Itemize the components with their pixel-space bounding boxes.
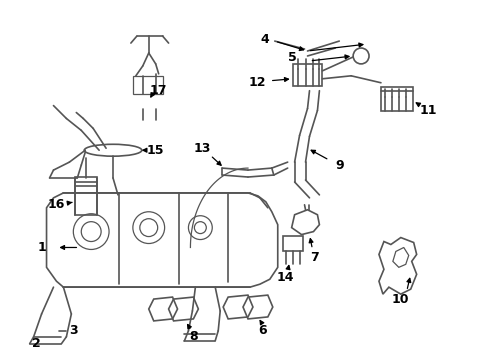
Text: 6: 6: [259, 324, 267, 337]
Text: 10: 10: [392, 293, 410, 306]
Bar: [75, 177, 97, 215]
Text: 13: 13: [194, 142, 211, 155]
Text: 8: 8: [189, 330, 197, 343]
Text: 12: 12: [248, 76, 266, 89]
Bar: [283, 235, 302, 251]
Text: 5: 5: [288, 51, 297, 64]
Text: 11: 11: [420, 104, 437, 117]
Bar: [381, 87, 413, 111]
Text: 16: 16: [48, 198, 65, 211]
Text: 1: 1: [37, 241, 46, 254]
Text: 15: 15: [147, 144, 165, 157]
Text: 9: 9: [335, 159, 343, 172]
Text: 7: 7: [310, 251, 319, 264]
Bar: [133, 76, 163, 94]
Text: 3: 3: [69, 324, 77, 337]
Text: 17: 17: [150, 84, 168, 97]
Text: 14: 14: [277, 271, 294, 284]
Text: 4: 4: [261, 33, 269, 46]
Bar: [293, 64, 322, 86]
Text: 2: 2: [32, 337, 41, 350]
